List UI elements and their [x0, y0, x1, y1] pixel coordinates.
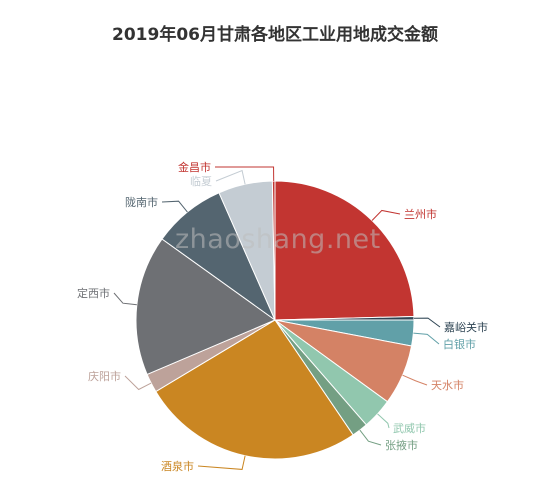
label-line-9: [113, 292, 137, 306]
slice-label-5: 武威市: [393, 421, 426, 435]
label-line-4: [402, 374, 428, 386]
slice-label-2: 嘉峪关市: [444, 320, 488, 334]
label-line-11: [215, 169, 246, 185]
slice-label-8: 庆阳市: [88, 369, 121, 383]
label-line-10: [161, 200, 188, 213]
slice-label-12: 金昌市: [178, 160, 211, 174]
slice-label-3: 白银市: [443, 337, 476, 351]
slice-label-4: 天水市: [431, 378, 464, 392]
slice-label-1: 兰州市: [404, 207, 437, 221]
slice-label-9: 定西市: [77, 286, 110, 300]
slice-label-7: 酒泉市: [161, 459, 194, 473]
pie-slice-9[interactable]: [135, 238, 277, 376]
slice-label-10: 陇南市: [125, 195, 158, 209]
label-line-12: [214, 166, 275, 182]
label-line-3: [413, 332, 440, 345]
label-line-5: [377, 413, 390, 429]
label-line-7: [197, 455, 246, 470]
chart-title: 2019年06月甘肃各地区工业用地成交金额: [112, 25, 438, 45]
label-line-1: [371, 209, 401, 221]
slice-label-11: 临夏: [190, 174, 212, 188]
label-line-2: [413, 317, 441, 328]
slice-label-6: 张掖市: [385, 438, 418, 452]
pie-slice-7[interactable]: [155, 319, 354, 460]
watermark: zhaoshang.net: [175, 224, 381, 255]
label-line-6: [359, 429, 382, 446]
label-line-8: [124, 375, 152, 391]
pie-slice-1[interactable]: [274, 180, 415, 321]
pie-slice-12[interactable]: [271, 180, 276, 321]
